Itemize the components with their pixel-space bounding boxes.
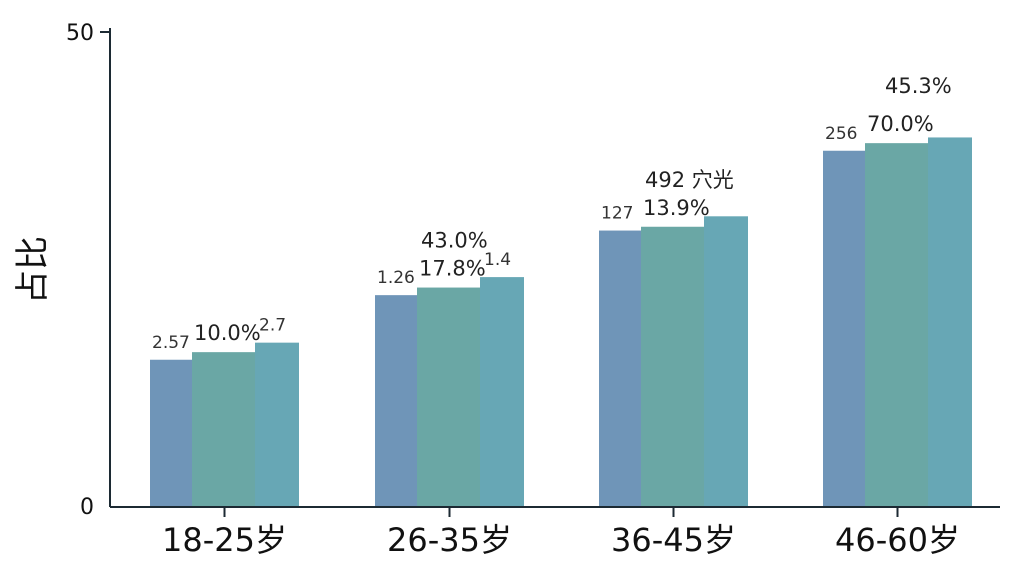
data-labels-group: 2.57 10.0%2.7 1.26 17.8%1.443.0% 127 13.9% 492… [152, 74, 952, 353]
data-label: 1.4 [484, 250, 511, 270]
bar-3-1 [865, 143, 928, 507]
data-label-top: 492 穴光 [645, 168, 734, 192]
data-label: 13.9% [643, 196, 710, 220]
bar-1-2 [480, 277, 524, 507]
data-label: 10.0% [194, 321, 261, 345]
y-tick-label-zero: 0 [80, 495, 94, 520]
bar-2-0 [599, 230, 641, 508]
data-label-top: 43.0% [421, 229, 488, 253]
bar-0-0 [150, 359, 192, 507]
bar-3-0 [823, 150, 865, 507]
bar-0-1 [192, 352, 255, 507]
bars-group [150, 137, 972, 508]
x-tick-label: 26-35岁 [387, 521, 512, 559]
x-tick-group: 18-25岁 26-35岁 36-45岁 46-60岁 [162, 507, 960, 559]
data-label: 70.0% [867, 112, 934, 136]
bar-1-0 [375, 295, 417, 507]
bar-0-2 [255, 342, 299, 507]
y-tick-label-top: 50 [66, 21, 94, 46]
data-label-top: 45.3% [885, 74, 952, 98]
x-tick-label: 46-60岁 [835, 521, 960, 559]
data-label: 17.8% [419, 257, 486, 281]
data-label: 2.7 [259, 316, 286, 336]
bar-1-1 [417, 287, 480, 507]
y-axis-label: 占比 [13, 236, 53, 304]
bar-3-2 [928, 137, 972, 507]
data-label: 127 [601, 204, 633, 224]
x-tick-label: 18-25岁 [162, 521, 287, 559]
bar-2-2 [704, 216, 748, 508]
data-label: 1.26 [377, 268, 415, 288]
bar-2-1 [641, 226, 704, 507]
data-label: 2.57 [152, 333, 190, 353]
x-tick-label: 36-45岁 [611, 521, 736, 559]
data-label: 256 [825, 124, 857, 144]
